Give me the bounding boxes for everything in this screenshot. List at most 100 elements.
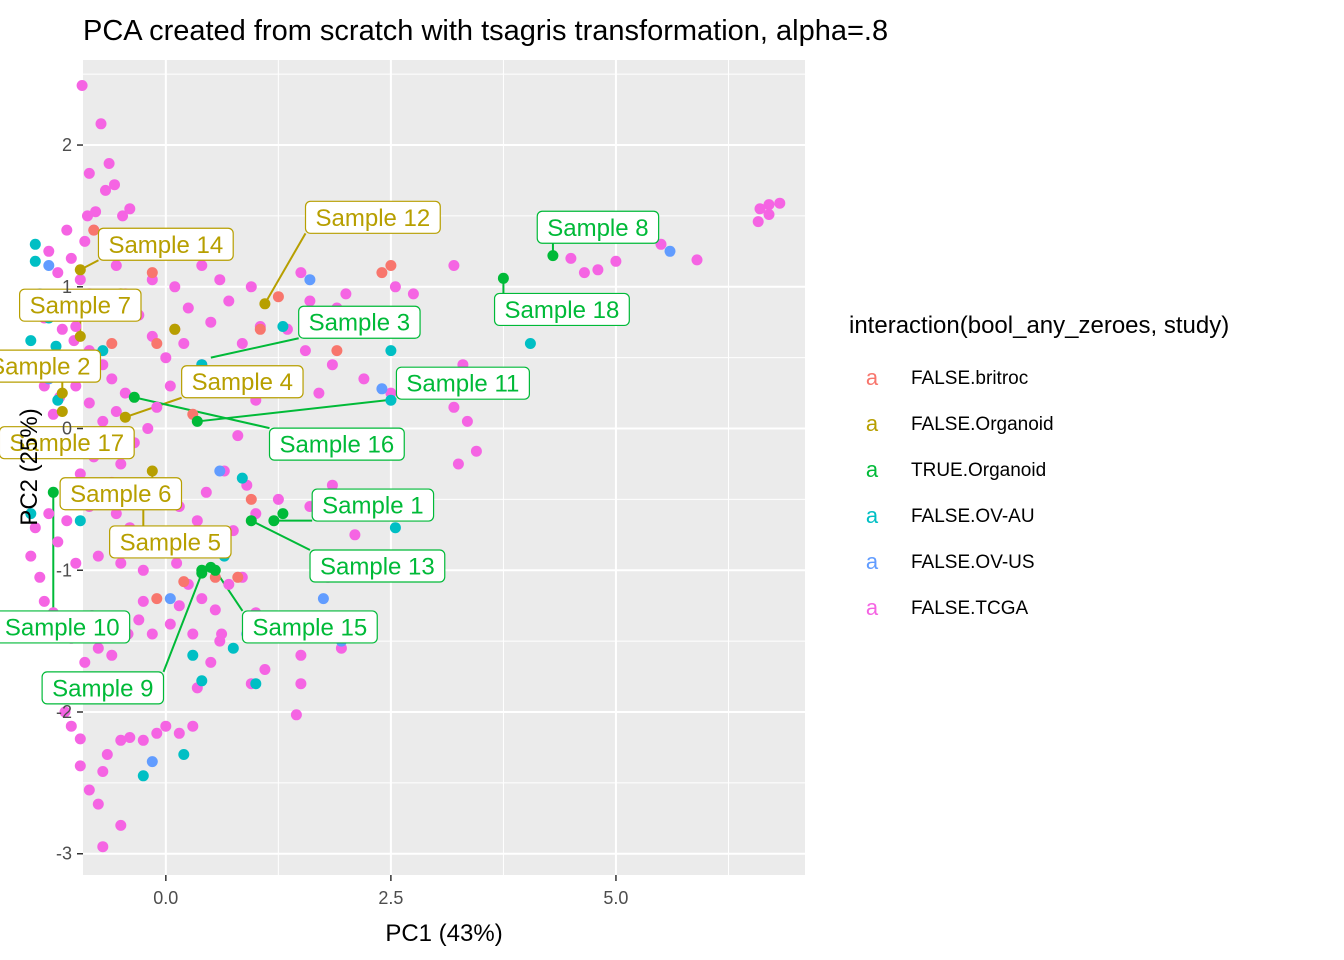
sample-label-text: Sample 10 [5, 614, 120, 641]
data-point [146, 267, 158, 279]
data-point [56, 406, 68, 417]
data-point [214, 274, 226, 286]
data-point [103, 158, 115, 169]
data-point [83, 784, 95, 796]
sample-label-box [311, 488, 435, 522]
data-point [151, 338, 163, 349]
data-point [115, 557, 127, 569]
sample-label: Sample 2 [0, 349, 102, 383]
data-point [50, 340, 62, 352]
sample-label-text: Sample 1 [322, 493, 423, 520]
data-point [385, 345, 397, 357]
legend-label: FALSE.TCGA [911, 598, 1029, 619]
data-point [164, 380, 176, 392]
data-point [59, 706, 71, 718]
data-point [277, 321, 289, 332]
data-point [160, 720, 172, 732]
data-point [56, 387, 68, 399]
data-point [196, 260, 208, 271]
data-point [565, 252, 577, 264]
data-point [83, 167, 95, 179]
sample-label-segment [250, 519, 311, 551]
legend-label: FALSE.Organoid [911, 414, 1054, 435]
data-point [326, 359, 338, 371]
data-point [97, 841, 109, 853]
data-point [376, 383, 388, 395]
data-point [187, 720, 199, 732]
data-point [101, 749, 113, 760]
data-point [173, 727, 185, 739]
data-point [110, 406, 122, 417]
data-point [205, 316, 217, 328]
legend-key: a [866, 411, 879, 436]
legend-key: a [866, 549, 879, 574]
data-point [200, 486, 212, 498]
legend-label: FALSE.britroc [911, 368, 1028, 389]
data-point [83, 397, 95, 409]
data-point [774, 197, 786, 209]
sample-label: Sample 15 [241, 610, 378, 644]
data-point [752, 216, 764, 228]
data-point [74, 274, 86, 286]
sample-label: Sample 18 [493, 292, 630, 327]
data-point [38, 595, 50, 607]
data-point [232, 430, 244, 442]
sample-label-text: Sample 11 [406, 371, 519, 398]
data-point [65, 252, 77, 264]
data-point [164, 593, 176, 605]
data-point [151, 727, 163, 739]
data-point [216, 628, 228, 640]
data-point [340, 288, 352, 300]
legend-key: a [866, 503, 879, 528]
data-point [610, 255, 622, 267]
sample-label-box [97, 227, 234, 261]
data-point [173, 600, 185, 612]
data-point [223, 578, 235, 590]
data-point [245, 515, 257, 527]
data-point [124, 732, 136, 743]
data-point [146, 628, 158, 640]
data-point [124, 203, 136, 215]
data-point [452, 458, 464, 470]
y-tick-label: 1 [62, 277, 72, 297]
sample-label-box [309, 549, 446, 583]
data-point [137, 564, 149, 576]
sample-label: Sample 5 [109, 525, 232, 559]
data-point [295, 649, 307, 661]
data-point [115, 458, 127, 470]
label-segments [52, 232, 554, 673]
data-point [25, 335, 37, 347]
data-point [43, 245, 55, 257]
data-point [76, 80, 88, 91]
sample-label: Sample 9 [41, 671, 165, 705]
data-point [358, 373, 370, 385]
data-point [128, 391, 140, 403]
data-point [88, 224, 100, 236]
data-point [43, 508, 55, 520]
data-point [169, 323, 181, 335]
data-point [90, 206, 102, 218]
data-point [227, 642, 239, 654]
major-gridlines [83, 60, 805, 875]
data-point [74, 760, 86, 772]
data-point [295, 678, 307, 690]
data-point [115, 734, 127, 746]
data-point [259, 664, 271, 675]
sample-label: Sample 11 [395, 366, 530, 400]
data-point [187, 649, 199, 661]
minor-gridlines [83, 60, 805, 875]
sample-label-box [41, 671, 165, 705]
data-point [117, 210, 129, 222]
sample-label-box [268, 427, 405, 461]
data-point [376, 267, 388, 279]
data-point [79, 656, 91, 668]
sample-label: Sample 3 [298, 305, 421, 339]
sample-label-segment [263, 232, 307, 305]
sample-label-box [0, 610, 131, 644]
data-point [691, 254, 703, 266]
sample-label-segment [210, 337, 299, 359]
x-axis: 0.0 2.5 5.0 [153, 875, 628, 908]
data-point [52, 536, 64, 548]
sample-label-box [536, 210, 660, 244]
data-point [92, 798, 104, 810]
